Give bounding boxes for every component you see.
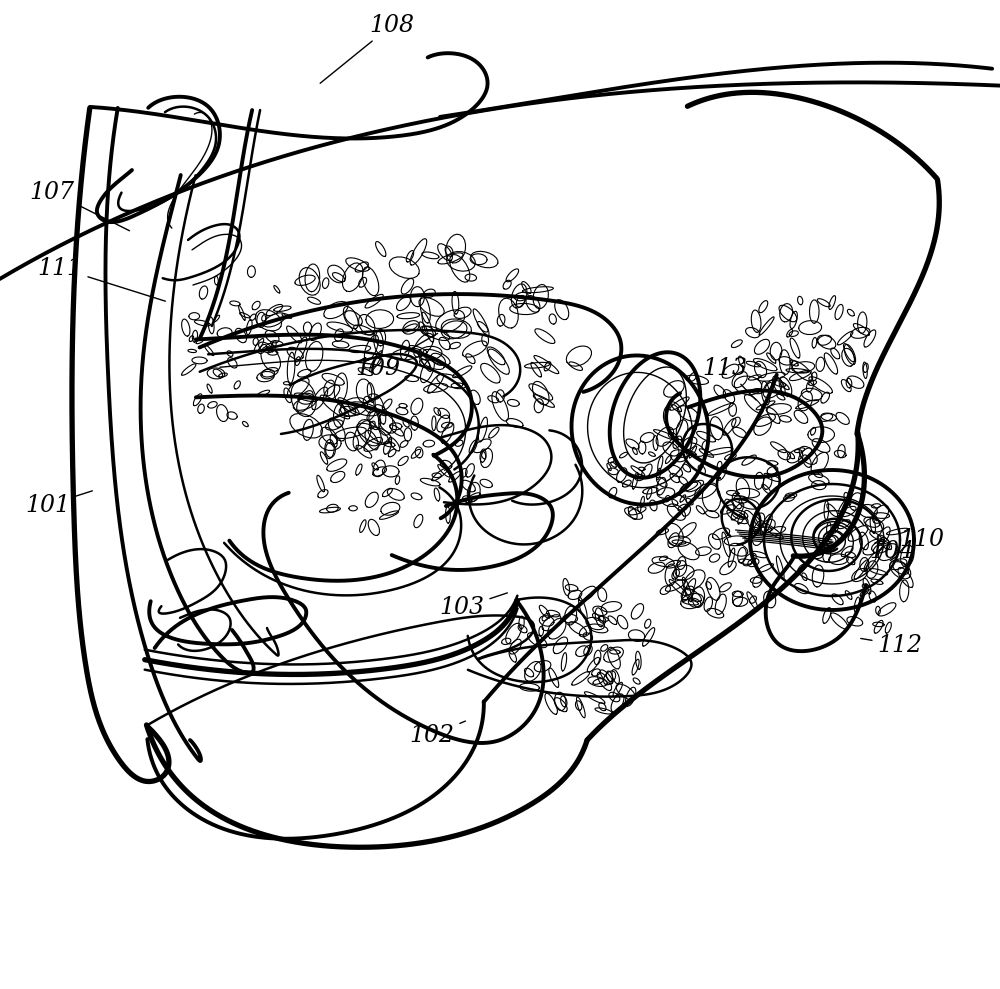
Text: 110: 110 [890, 528, 944, 561]
Text: 108: 108 [320, 14, 415, 83]
Text: 104: 104 [863, 541, 914, 564]
Text: 102: 102 [410, 721, 465, 747]
Text: 103: 103 [440, 592, 507, 619]
Text: 111: 111 [38, 256, 165, 302]
Text: 113: 113 [702, 356, 756, 400]
Text: 101: 101 [26, 491, 92, 516]
Text: 109: 109 [356, 333, 438, 380]
Text: 107: 107 [30, 181, 130, 230]
Text: 112: 112 [861, 634, 922, 657]
